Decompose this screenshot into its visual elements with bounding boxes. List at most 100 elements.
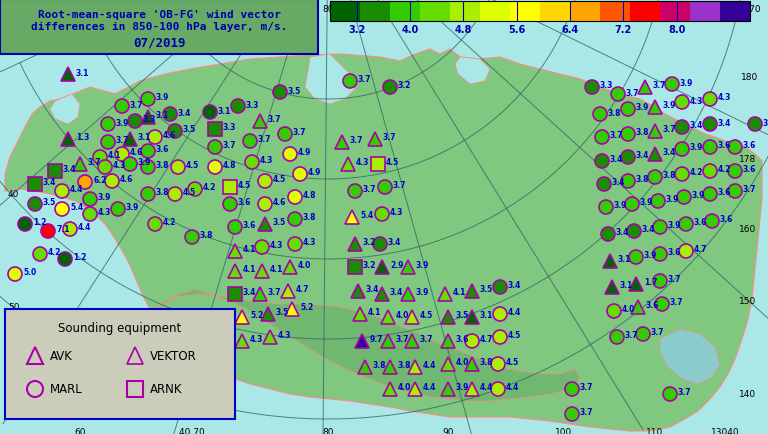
- Text: 3.8: 3.8: [636, 128, 650, 137]
- Polygon shape: [408, 360, 422, 374]
- Circle shape: [595, 131, 609, 145]
- Text: 3.7: 3.7: [610, 131, 624, 140]
- Circle shape: [597, 178, 611, 191]
- Circle shape: [258, 174, 272, 188]
- Text: 3.6: 3.6: [238, 198, 251, 207]
- Circle shape: [78, 176, 92, 190]
- Text: 3.3: 3.3: [223, 123, 237, 132]
- Polygon shape: [405, 334, 419, 348]
- Text: 07/2019: 07/2019: [133, 36, 185, 49]
- Circle shape: [375, 207, 389, 221]
- Text: 3.7: 3.7: [626, 88, 640, 97]
- Circle shape: [83, 193, 97, 207]
- Circle shape: [383, 81, 397, 95]
- Circle shape: [728, 184, 742, 198]
- Circle shape: [55, 203, 69, 217]
- Text: 3.4: 3.4: [243, 288, 257, 297]
- Bar: [600, 2, 630, 22]
- Polygon shape: [228, 264, 242, 278]
- Text: 5.2: 5.2: [300, 303, 313, 312]
- Bar: [360, 2, 390, 22]
- Text: 3.4: 3.4: [612, 178, 625, 187]
- Circle shape: [203, 106, 217, 120]
- Text: 3.5: 3.5: [273, 218, 286, 227]
- Text: 4.4: 4.4: [78, 223, 91, 232]
- Circle shape: [273, 86, 287, 100]
- Text: 40: 40: [8, 190, 19, 199]
- Circle shape: [55, 184, 69, 198]
- Circle shape: [601, 227, 615, 241]
- Polygon shape: [261, 307, 275, 321]
- Circle shape: [101, 118, 115, 132]
- Polygon shape: [351, 284, 365, 298]
- Text: 4.9: 4.9: [298, 148, 311, 157]
- Text: 4.2: 4.2: [690, 168, 703, 177]
- Text: 4.3: 4.3: [113, 161, 127, 170]
- Polygon shape: [345, 210, 359, 224]
- Bar: [28, 178, 42, 191]
- Circle shape: [565, 407, 579, 421]
- Bar: [371, 158, 385, 171]
- Text: 3.7: 3.7: [350, 136, 363, 145]
- Text: 3.7: 3.7: [580, 408, 594, 417]
- FancyBboxPatch shape: [5, 309, 235, 419]
- Circle shape: [703, 93, 717, 107]
- Circle shape: [283, 148, 297, 161]
- Text: 3.6: 3.6: [718, 141, 731, 150]
- Polygon shape: [353, 307, 367, 321]
- Circle shape: [288, 213, 302, 227]
- Polygon shape: [401, 287, 415, 301]
- Polygon shape: [648, 101, 662, 115]
- Text: 3.9: 3.9: [456, 383, 469, 391]
- Circle shape: [679, 244, 693, 258]
- Text: 4.6: 4.6: [163, 131, 177, 140]
- Text: 13040: 13040: [710, 427, 740, 434]
- Circle shape: [111, 203, 125, 217]
- Text: 4.4: 4.4: [480, 383, 493, 391]
- Polygon shape: [465, 382, 479, 396]
- Circle shape: [288, 191, 302, 204]
- Bar: [690, 2, 720, 22]
- Text: 3.4: 3.4: [663, 148, 677, 157]
- Circle shape: [168, 187, 182, 201]
- Circle shape: [651, 194, 665, 208]
- Text: 3.6: 3.6: [668, 248, 681, 257]
- Text: 3.7: 3.7: [663, 125, 677, 134]
- Text: 4.3: 4.3: [260, 156, 273, 165]
- Text: 4.4: 4.4: [423, 361, 436, 370]
- Text: 3.9: 3.9: [416, 288, 429, 297]
- Circle shape: [728, 164, 742, 178]
- Circle shape: [491, 382, 505, 396]
- Circle shape: [653, 274, 667, 288]
- Text: 50: 50: [8, 303, 19, 312]
- Text: ARNK: ARNK: [150, 383, 183, 395]
- Text: 3.9: 3.9: [156, 93, 170, 102]
- Circle shape: [663, 387, 677, 401]
- Text: 5.4: 5.4: [70, 203, 83, 212]
- Polygon shape: [455, 58, 490, 85]
- Text: 3.4: 3.4: [636, 151, 650, 160]
- Text: 4.3: 4.3: [270, 241, 283, 250]
- FancyBboxPatch shape: [0, 0, 318, 55]
- Polygon shape: [281, 284, 295, 298]
- Polygon shape: [438, 287, 452, 301]
- Text: 4.5: 4.5: [273, 175, 286, 184]
- Text: 150: 150: [739, 297, 756, 306]
- Bar: [330, 2, 360, 22]
- Polygon shape: [648, 148, 662, 161]
- Text: 1.7: 1.7: [644, 278, 657, 287]
- Circle shape: [105, 174, 119, 188]
- Circle shape: [705, 214, 719, 228]
- Text: 3.6: 3.6: [156, 145, 170, 154]
- Text: 1.3: 1.3: [76, 133, 89, 142]
- Text: 3.1: 3.1: [618, 255, 631, 264]
- Circle shape: [188, 183, 202, 197]
- Text: 4.3: 4.3: [303, 238, 316, 247]
- Text: 3.6: 3.6: [718, 188, 731, 197]
- Text: 3.7: 3.7: [678, 388, 691, 397]
- Polygon shape: [368, 133, 382, 147]
- Circle shape: [115, 100, 129, 114]
- Text: 4.4: 4.4: [70, 185, 84, 194]
- Circle shape: [611, 88, 625, 102]
- Text: 4.5: 4.5: [386, 158, 399, 167]
